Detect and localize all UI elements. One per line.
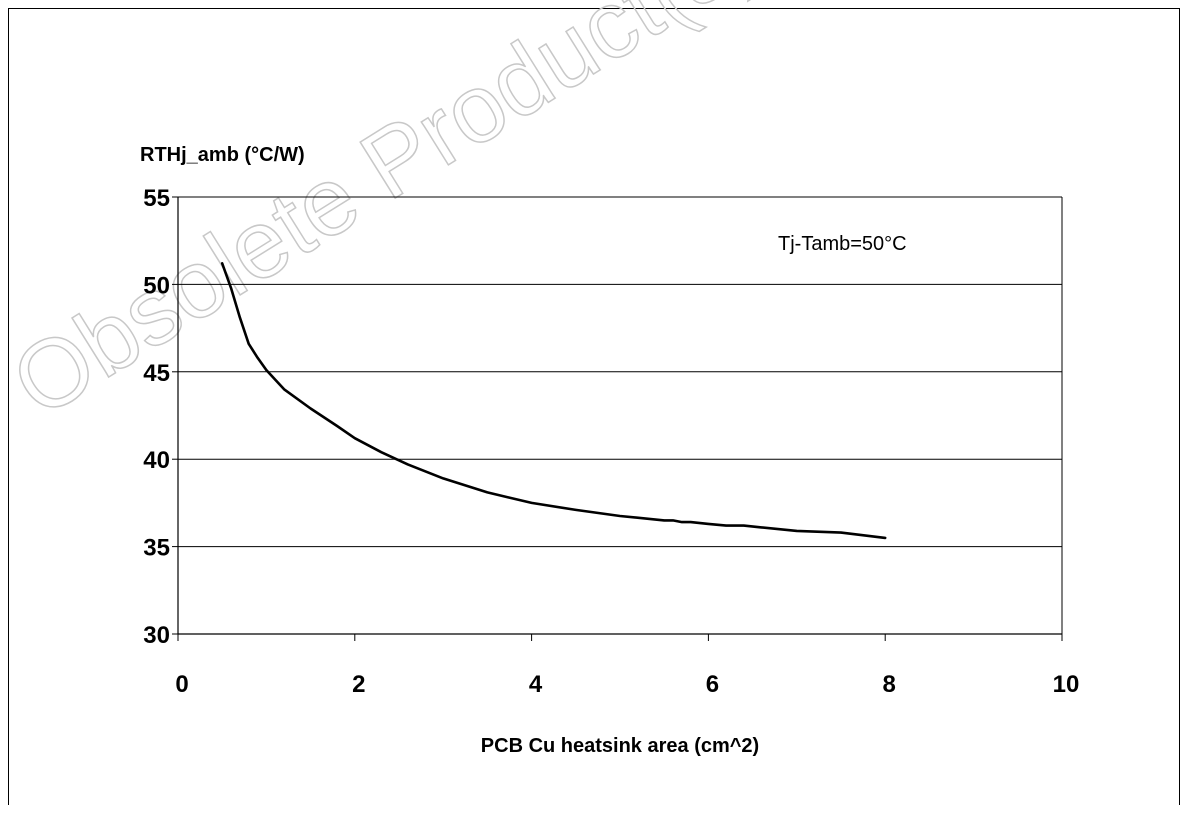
tick-labels: 30 35 40 45 50 55 0 2 4 6 8 10 — [143, 185, 1079, 698]
chart-frame — [8, 8, 1180, 805]
y-tick-label-30: 30 — [143, 622, 170, 649]
y-tick-label-40: 40 — [143, 447, 170, 474]
grid-lines — [178, 283, 1062, 548]
x-tick-label-0: 0 — [175, 671, 188, 698]
y-tick-label-45: 45 — [143, 360, 170, 387]
x-tick-label-4: 4 — [529, 671, 543, 698]
x-tick-label-8: 8 — [883, 671, 896, 698]
series-line-0 — [220, 262, 887, 540]
series-layer — [220, 262, 887, 540]
y-tick-label-35: 35 — [143, 535, 170, 562]
axes — [172, 196, 1063, 641]
y-axis-title: RTHj_amb (°C/W) — [140, 144, 305, 166]
x-axis-title: PCB Cu heatsink area (cm^2) — [481, 735, 759, 757]
x-tick-label-2: 2 — [352, 671, 365, 698]
x-tick-label-6: 6 — [706, 671, 719, 698]
annotation-text: Tj-Tamb=50°C — [778, 233, 907, 255]
y-tick-label-55: 55 — [143, 185, 170, 212]
y-tick-label-50: 50 — [143, 272, 170, 299]
x-tick-label-10: 10 — [1053, 671, 1080, 698]
